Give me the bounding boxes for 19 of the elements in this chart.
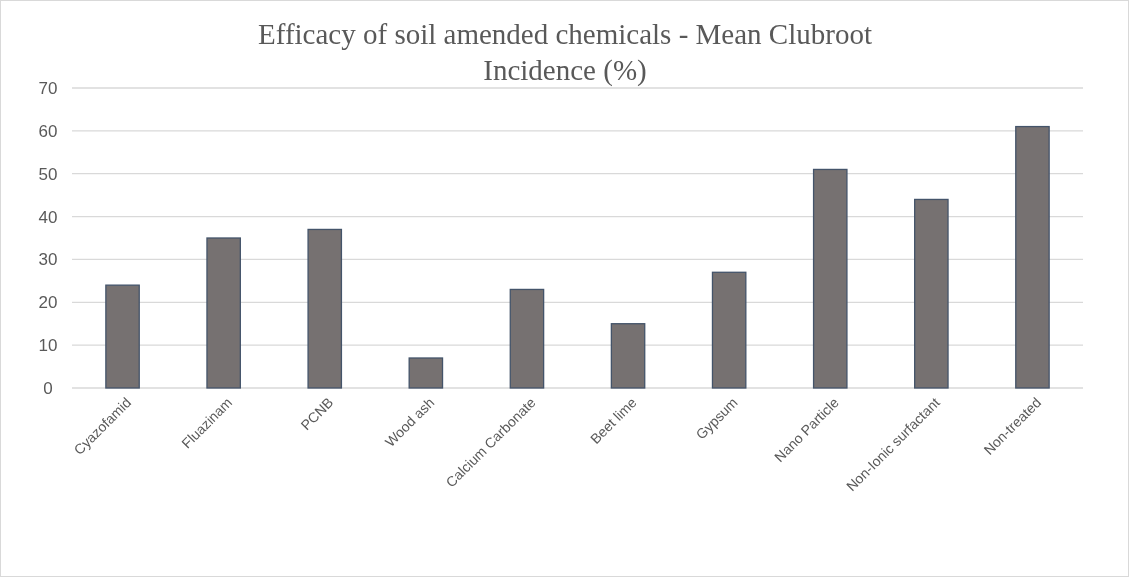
- bar: [105, 284, 140, 389]
- bar: [914, 198, 949, 389]
- chart-title: Efficacy of soil amended chemicals - Mean Clubroot Incidence (%): [258, 18, 872, 87]
- y-tick-label: 30: [38, 250, 58, 270]
- bar: [509, 288, 545, 389]
- y-tick-label: 40: [38, 207, 58, 227]
- bar: [711, 271, 747, 389]
- y-tick-label: 50: [38, 164, 58, 184]
- y-tick-label: 60: [38, 121, 58, 141]
- bar: [408, 357, 444, 389]
- y-tick-label: 70: [38, 78, 58, 98]
- y-tick-label: 20: [38, 293, 58, 313]
- y-tick-label: 10: [38, 336, 58, 356]
- bar: [307, 228, 343, 389]
- bar: [812, 168, 848, 389]
- bar: [1015, 125, 1050, 389]
- y-tick-label: 0: [43, 378, 53, 398]
- bar: [610, 323, 646, 389]
- bar: [206, 237, 241, 389]
